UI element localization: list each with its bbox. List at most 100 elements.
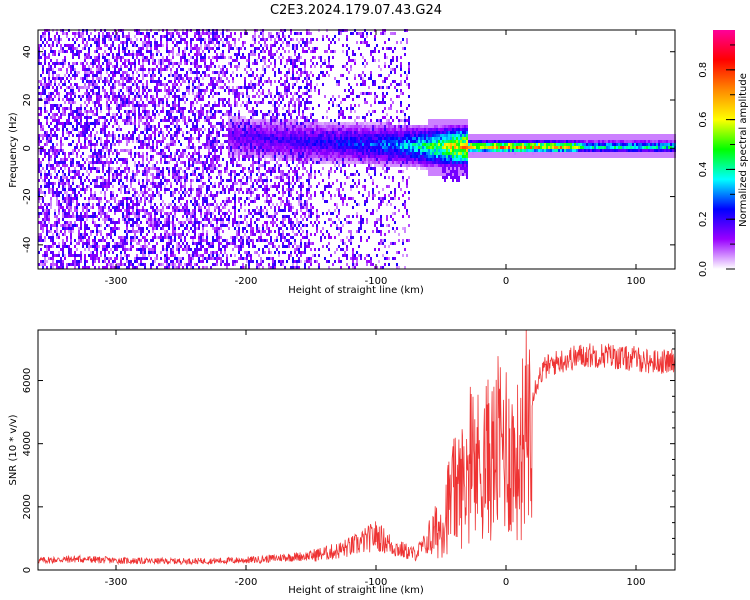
heatmap-cell	[100, 224, 102, 227]
heatmap-cell	[256, 59, 258, 62]
heatmap-cell	[152, 131, 154, 134]
heatmap-cell	[84, 257, 86, 260]
heatmap-cell	[116, 107, 118, 110]
heatmap-cell	[84, 47, 86, 50]
heatmap-cell	[138, 59, 140, 62]
heatmap-cell	[166, 218, 168, 221]
heatmap-cell	[50, 68, 52, 71]
heatmap-cell	[166, 134, 168, 137]
heatmap-cell	[222, 86, 224, 89]
heatmap-cell	[244, 215, 246, 218]
heatmap-cell	[162, 215, 164, 218]
heatmap-cell	[220, 122, 222, 125]
heatmap-cell	[40, 122, 42, 125]
heatmap-cell	[246, 254, 248, 257]
heatmap-cell	[104, 191, 106, 194]
heatmap-cell	[222, 188, 224, 191]
heatmap-cell	[128, 230, 130, 233]
heatmap-cell	[186, 122, 188, 125]
heatmap-cell	[116, 38, 118, 41]
heatmap-cell	[110, 50, 112, 53]
heatmap-cell	[218, 86, 220, 89]
heatmap-cell	[106, 92, 108, 95]
heatmap-cell	[106, 149, 108, 152]
heatmap-cell	[52, 119, 54, 122]
heatmap-cell	[200, 248, 202, 251]
heatmap-cell	[76, 143, 78, 146]
heatmap-cell	[106, 170, 108, 173]
heatmap-cell	[78, 215, 80, 218]
heatmap-cell	[118, 128, 120, 131]
heatmap-cell	[50, 158, 52, 161]
heatmap-cell	[158, 83, 160, 86]
heatmap-cell	[126, 203, 128, 206]
heatmap-cell	[230, 113, 232, 116]
heatmap-cell	[40, 95, 42, 98]
heatmap-cell	[114, 158, 116, 161]
heatmap-cell	[46, 95, 48, 98]
heatmap-cell	[238, 140, 240, 143]
heatmap-cell	[144, 95, 146, 98]
heatmap-cell	[108, 233, 110, 236]
heatmap-cell	[40, 56, 42, 59]
heatmap-cell	[126, 161, 128, 164]
heatmap-cell	[88, 248, 90, 251]
heatmap-cell	[44, 191, 46, 194]
heatmap-cell	[256, 173, 258, 176]
heatmap-cell	[150, 68, 152, 71]
heatmap-cell	[112, 137, 114, 140]
heatmap-cell	[184, 176, 186, 179]
heatmap-cell	[58, 53, 60, 56]
heatmap-cell	[258, 56, 260, 59]
heatmap-cell	[230, 110, 232, 113]
heatmap-cell	[104, 152, 106, 155]
heatmap-cell	[248, 65, 250, 68]
heatmap-cell	[134, 113, 136, 116]
heatmap-cell	[100, 137, 102, 140]
heatmap-cell	[226, 35, 228, 38]
heatmap-cell	[226, 218, 228, 221]
heatmap-cell	[220, 170, 222, 173]
heatmap-cell	[264, 95, 266, 98]
heatmap-cell	[56, 254, 58, 257]
heatmap-cell	[92, 152, 94, 155]
heatmap-cell	[76, 209, 78, 212]
heatmap-cell	[198, 95, 200, 98]
heatmap-cell	[142, 227, 144, 230]
heatmap-cell	[254, 38, 256, 41]
heatmap-cell	[112, 227, 114, 230]
heatmap-cell	[196, 68, 198, 71]
heatmap-cell	[184, 101, 186, 104]
heatmap-cell	[182, 206, 184, 209]
heatmap-cell	[172, 101, 174, 104]
heatmap-cell	[142, 191, 144, 194]
heatmap-cell	[90, 62, 92, 65]
heatmap-cell	[140, 263, 142, 266]
heatmap-cell	[88, 197, 90, 200]
heatmap-cell	[226, 245, 228, 248]
heatmap-cell	[198, 35, 200, 38]
heatmap-cell	[56, 233, 58, 236]
heatmap-cell	[216, 38, 218, 41]
heatmap-cell	[128, 92, 130, 95]
heatmap-cell	[102, 122, 104, 125]
heatmap-cell	[202, 236, 204, 239]
heatmap-cell	[196, 194, 198, 197]
heatmap-cell	[176, 68, 178, 71]
heatmap-cell	[140, 143, 142, 146]
heatmap-cell	[162, 155, 164, 158]
heatmap-cell	[204, 32, 206, 35]
heatmap-cell	[60, 86, 62, 89]
heatmap-cell	[184, 227, 186, 230]
heatmap-cell	[106, 143, 108, 146]
heatmap-cell	[72, 89, 74, 92]
heatmap-cell	[106, 257, 108, 260]
heatmap-cell	[168, 188, 170, 191]
heatmap-cell	[46, 71, 48, 74]
heatmap-cell	[194, 80, 196, 83]
heatmap-cell	[126, 110, 128, 113]
heatmap-cell	[54, 80, 56, 83]
heatmap-cell	[102, 164, 104, 167]
heatmap-cell	[62, 113, 64, 116]
heatmap-cell	[80, 236, 82, 239]
